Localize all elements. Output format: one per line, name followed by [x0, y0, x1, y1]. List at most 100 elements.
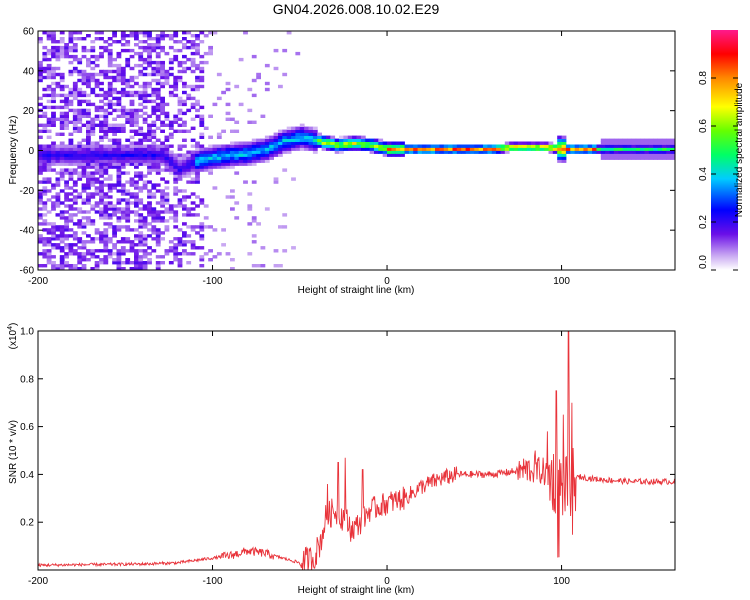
spectrogram-cell — [46, 180, 52, 184]
spectrogram-cell — [208, 150, 213, 154]
spectrogram-cell — [282, 138, 288, 142]
spectrogram-cell — [120, 129, 126, 133]
spectrogram-cell — [116, 147, 122, 151]
spectrogram-cell — [120, 43, 126, 47]
spectrogram-cell — [160, 147, 165, 151]
spectrogram-cell — [304, 144, 309, 148]
spectrogram-cell — [439, 150, 445, 154]
spectrogram-cell — [164, 165, 170, 169]
spectrogram-cell — [151, 165, 157, 169]
spectrogram-cell — [94, 168, 100, 172]
spectrogram-cell — [631, 144, 637, 148]
spectrogram-cell — [199, 153, 205, 157]
spectrogram-cell — [99, 126, 104, 130]
spectrogram-cell — [365, 141, 370, 145]
spectrogram-cell — [116, 207, 122, 211]
spectrogram-cell — [413, 144, 418, 148]
spectrogram-cell — [51, 48, 56, 53]
spectrogram-cell — [605, 141, 610, 145]
spectrogram-cell — [129, 249, 135, 253]
spectrogram-cell — [116, 171, 122, 175]
spectrogram-cell — [182, 84, 187, 89]
spectrogram-cell — [369, 141, 375, 145]
spectrogram-cell — [526, 147, 532, 151]
spectrogram-cell — [129, 141, 135, 145]
spectrogram-cell — [68, 60, 74, 65]
spectrogram-cell — [107, 240, 113, 244]
spectrogram-cell — [103, 255, 109, 259]
spectrogram-cell — [125, 138, 131, 142]
spectrogram-cell — [51, 120, 56, 124]
spectrogram-cell — [55, 171, 61, 175]
spectrogram-cell — [186, 234, 192, 238]
spectrogram-cell — [251, 141, 257, 145]
spectrogram-cell — [160, 141, 165, 145]
spectrogram-cell — [535, 147, 541, 151]
spectrogram-cell — [212, 102, 218, 107]
spectrogram-cell — [112, 243, 117, 247]
spectrogram-cell — [116, 189, 122, 193]
spectrogram-cell — [186, 261, 192, 265]
spectrogram-cell — [46, 258, 52, 262]
spectrogram-cell — [574, 150, 580, 154]
spectrogram-cell — [173, 219, 179, 223]
spectrogram-cell — [129, 156, 135, 160]
spectrogram-cell — [59, 177, 65, 181]
spectrogram-cell — [90, 90, 96, 95]
spectrogram-cell — [142, 84, 148, 89]
spectrogram-cell — [147, 261, 152, 265]
spectrogram-cell — [142, 225, 148, 229]
spectrogram-cell — [107, 90, 113, 95]
spectrogram-cell — [195, 153, 200, 157]
spectrogram-cell — [151, 231, 157, 235]
spectrogram-cell — [59, 78, 65, 83]
spectrogram-cell — [90, 54, 96, 59]
spectrogram-cell — [147, 180, 152, 184]
spectrogram-cell — [631, 156, 637, 160]
spectrogram-cell — [435, 144, 440, 148]
spectrogram-cell — [112, 156, 117, 160]
spectrogram-cell — [138, 156, 144, 160]
spectrogram-cell — [68, 162, 74, 166]
spectrogram-cell — [142, 147, 148, 151]
spectrogram-cell — [86, 99, 91, 104]
spectrogram-cell — [199, 258, 205, 262]
spectrogram-cell — [77, 162, 83, 166]
spectrogram-cell — [138, 162, 144, 166]
spectrogram-cell — [116, 108, 122, 113]
spectrogram-cell — [59, 51, 65, 56]
spectrogram-cell — [77, 207, 83, 211]
spectrogram-cell — [55, 183, 61, 187]
spectrogram-cell — [199, 105, 205, 110]
spectrogram-cell — [173, 246, 179, 250]
spectrogram-cell — [164, 180, 170, 184]
spectrogram-cell — [173, 204, 179, 208]
spectrogram-cell — [208, 153, 213, 157]
spectrogram-cell — [605, 144, 610, 148]
spectrogram-cell — [312, 129, 318, 133]
spectrogram-cell — [264, 150, 270, 154]
spectrogram-cell — [155, 165, 161, 169]
spectrogram-cell — [81, 54, 87, 59]
spectrogram-cell — [391, 141, 397, 145]
spectrogram-cell — [142, 255, 148, 259]
spectrogram-cell — [55, 48, 61, 53]
spectrogram-cell — [291, 126, 296, 130]
spectrogram-cell — [544, 147, 549, 151]
spectrogram-cell — [565, 144, 571, 148]
spectrogram-cell — [190, 246, 196, 250]
spectrogram-cell — [661, 144, 667, 148]
spectrogram-cell — [147, 246, 152, 250]
spectrogram-cell — [125, 63, 131, 68]
spectrogram-cell — [55, 243, 61, 247]
spectrogram-cell — [317, 138, 322, 142]
spectrogram-cell — [51, 37, 56, 41]
spectrogram-cell — [592, 144, 597, 148]
spectrogram-cell — [147, 135, 152, 139]
spectrogram-cell — [112, 165, 117, 169]
spectrogram-cell — [622, 141, 628, 145]
spectrogram-cell — [64, 43, 69, 47]
spectrogram-cell — [116, 264, 122, 268]
spectrogram-cell — [648, 156, 654, 160]
